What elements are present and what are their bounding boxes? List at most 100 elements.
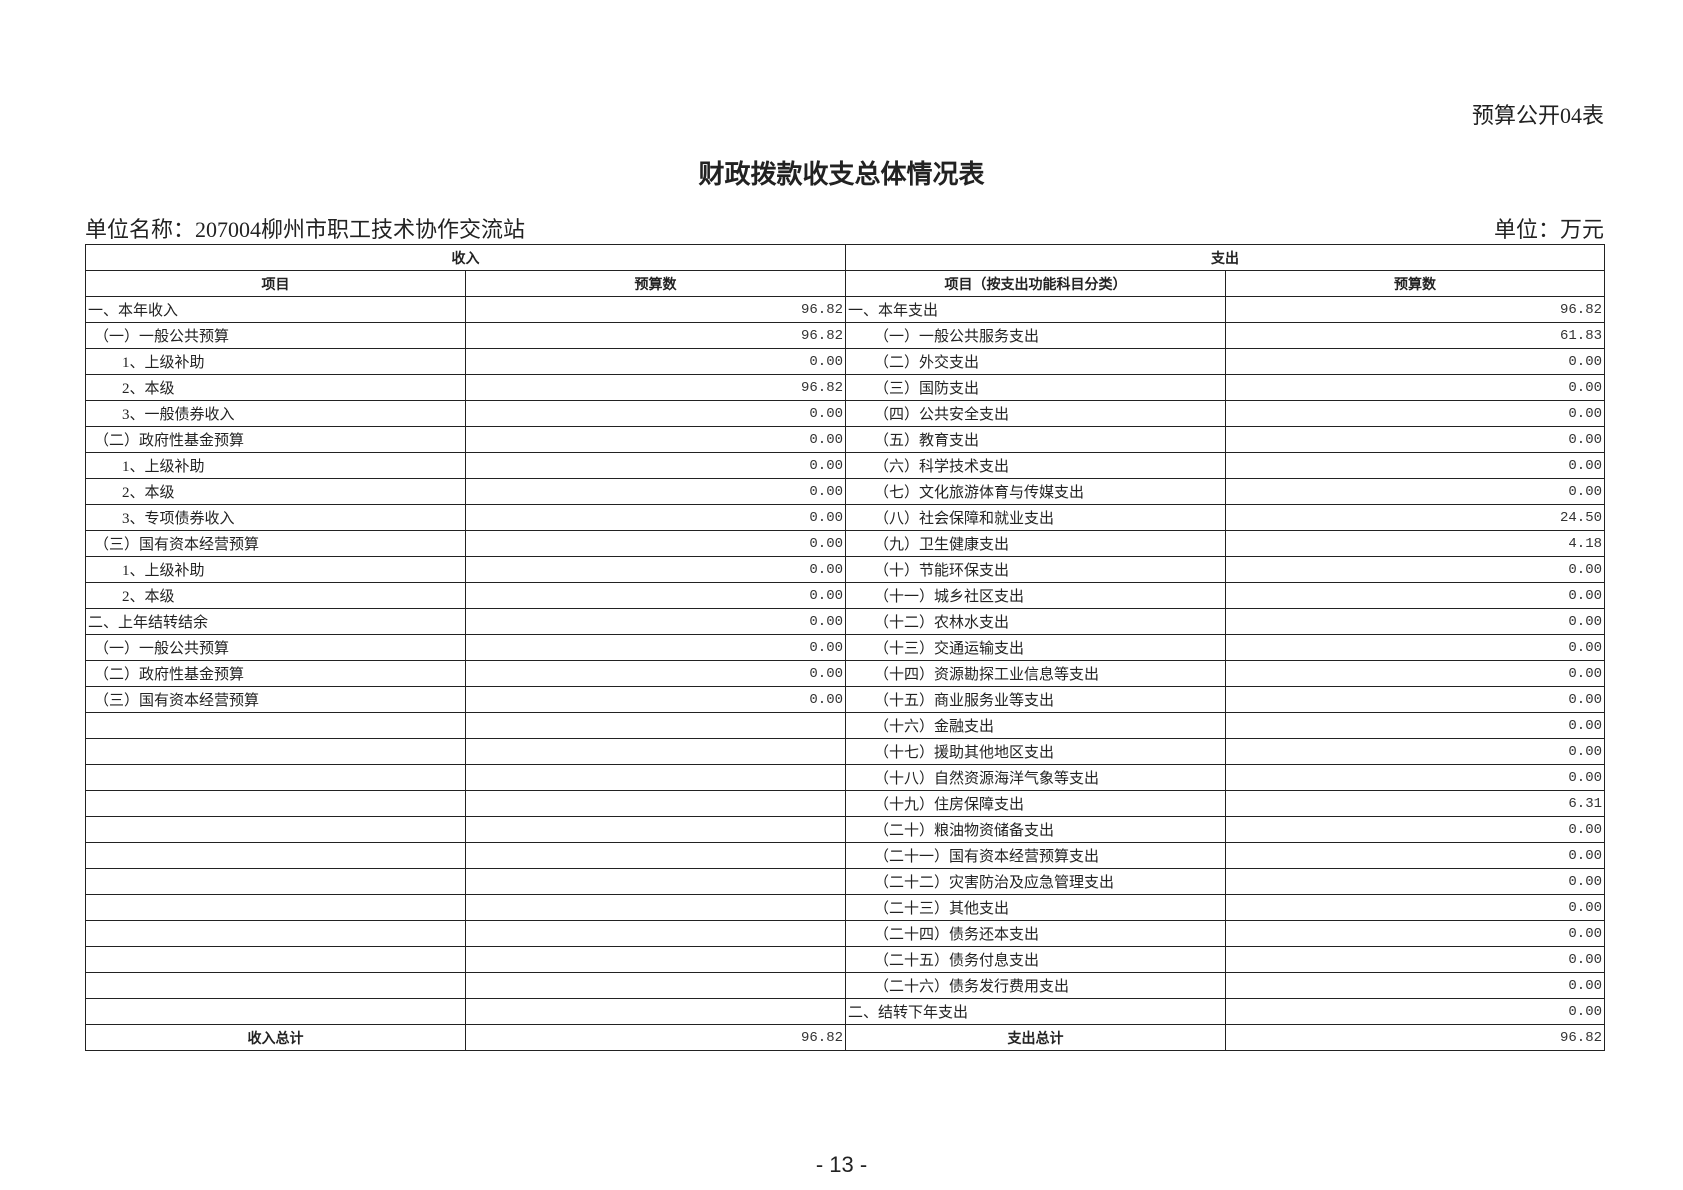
page-number: - 13 -	[815, 1152, 868, 1177]
expense-value: 0.00	[1225, 920, 1605, 947]
expense-value: 0.00	[1225, 608, 1605, 635]
header-row-columns: 项目 预算数 项目（按支出功能科目分类） 预算数	[85, 270, 1605, 297]
income-value	[465, 738, 846, 765]
income-value: 0.00	[465, 634, 846, 661]
expense-value: 0.00	[1225, 686, 1605, 713]
income-value: 96.82	[465, 296, 846, 323]
income-value	[465, 868, 846, 895]
expense-total-label: 支出总计	[845, 1024, 1226, 1051]
expense-value: 0.00	[1225, 894, 1605, 921]
income-item	[85, 764, 466, 791]
income-item: （一）一般公共预算	[85, 322, 466, 349]
table-row: （十七）援助其他地区支出 0.00	[85, 738, 1605, 765]
expense-item: （十三）交通运输支出	[845, 634, 1226, 661]
expense-value: 0.00	[1225, 868, 1605, 895]
expense-item: （十七）援助其他地区支出	[845, 738, 1226, 765]
table-row: （二十三）其他支出 0.00	[85, 894, 1605, 921]
expense-item: （四）公共安全支出	[845, 400, 1226, 427]
expense-value: 0.00	[1225, 738, 1605, 765]
expense-value: 0.00	[1225, 374, 1605, 401]
budget-table: 收入 支出 项目 预算数 项目（按支出功能科目分类） 预算数 一、本年收入 96.…	[85, 244, 1605, 1051]
table-row: （二十二）灾害防治及应急管理支出 0.00	[85, 868, 1605, 895]
income-total-label: 收入总计	[85, 1024, 466, 1051]
expense-value: 0.00	[1225, 478, 1605, 505]
table-row: 2、本级 0.00 （十一）城乡社区支出 0.00	[85, 582, 1605, 609]
income-value	[465, 764, 846, 791]
income-value: 0.00	[465, 582, 846, 609]
table-row: （一）一般公共预算 96.82 （一）一般公共服务支出 61.83	[85, 322, 1605, 349]
income-item: 2、本级	[85, 478, 466, 505]
expense-item: 一、本年支出	[845, 296, 1226, 323]
expense-value: 0.00	[1225, 842, 1605, 869]
income-item: （三）国有资本经营预算	[85, 686, 466, 713]
form-code: 预算公开04表	[1471, 103, 1604, 128]
expense-item: （十二）农林水支出	[845, 608, 1226, 635]
income-value: 0.00	[465, 348, 846, 375]
expense-value: 0.00	[1225, 348, 1605, 375]
income-value: 0.00	[465, 452, 846, 479]
income-item: 1、上级补助	[85, 348, 466, 375]
income-value	[465, 972, 846, 999]
expense-value: 0.00	[1225, 556, 1605, 583]
expense-value: 0.00	[1225, 400, 1605, 427]
income-item	[85, 712, 466, 739]
expense-value: 0.00	[1225, 634, 1605, 661]
expense-value: 0.00	[1225, 582, 1605, 609]
expense-item: （二十六）债务发行费用支出	[845, 972, 1226, 999]
income-item	[85, 790, 466, 817]
table-row: （二十）粮油物资储备支出 0.00	[85, 816, 1605, 843]
income-value: 0.00	[465, 504, 846, 531]
table-row: 1、上级补助 0.00 （二）外交支出 0.00	[85, 348, 1605, 375]
expense-item: （十一）城乡社区支出	[845, 582, 1226, 609]
income-value	[465, 894, 846, 921]
income-item: 一、本年收入	[85, 296, 466, 323]
income-budget-header: 预算数	[465, 270, 846, 297]
expense-item: （二十三）其他支出	[845, 894, 1226, 921]
income-value	[465, 816, 846, 843]
income-item: 2、本级	[85, 374, 466, 401]
unit-name: 单位名称：207004柳州市职工技术协作交流站	[85, 217, 526, 242]
income-item	[85, 972, 466, 999]
income-item-header: 项目	[85, 270, 466, 297]
table-row: 3、一般债券收入 0.00 （四）公共安全支出 0.00	[85, 400, 1605, 427]
table-row: （十九）住房保障支出 6.31	[85, 790, 1605, 817]
table-row: （三）国有资本经营预算 0.00 （十五）商业服务业等支出 0.00	[85, 686, 1605, 713]
table-row: 1、上级补助 0.00 （六）科学技术支出 0.00	[85, 452, 1605, 479]
table-row: （二十五）债务付息支出 0.00	[85, 946, 1605, 973]
page-title: 财政拨款收支总体情况表	[698, 160, 985, 190]
income-item	[85, 998, 466, 1025]
table-row: （十六）金融支出 0.00	[85, 712, 1605, 739]
table-row: 二、上年结转结余 0.00 （十二）农林水支出 0.00	[85, 608, 1605, 635]
expense-value: 0.00	[1225, 426, 1605, 453]
header-row-groups: 收入 支出	[85, 244, 1605, 271]
income-item: 二、上年结转结余	[85, 608, 466, 635]
income-value	[465, 920, 846, 947]
expense-item: （十九）住房保障支出	[845, 790, 1226, 817]
expense-total-value: 96.82	[1225, 1024, 1605, 1051]
income-item: 1、上级补助	[85, 556, 466, 583]
expense-item-header: 项目（按支出功能科目分类）	[845, 270, 1226, 297]
expense-value: 0.00	[1225, 452, 1605, 479]
expense-item: （二十一）国有资本经营预算支出	[845, 842, 1226, 869]
table-row: （二）政府性基金预算 0.00 （五）教育支出 0.00	[85, 426, 1605, 453]
expense-item: （二十）粮油物资储备支出	[845, 816, 1226, 843]
expense-item: （五）教育支出	[845, 426, 1226, 453]
income-item: （二）政府性基金预算	[85, 660, 466, 687]
expense-item: （二十二）灾害防治及应急管理支出	[845, 868, 1226, 895]
table-row: （三）国有资本经营预算 0.00 （九）卫生健康支出 4.18	[85, 530, 1605, 557]
expense-item: （一）一般公共服务支出	[845, 322, 1226, 349]
table-row: 一、本年收入 96.82 一、本年支出 96.82	[85, 296, 1605, 323]
income-item	[85, 894, 466, 921]
expense-budget-header: 预算数	[1225, 270, 1605, 297]
expense-item: （二十四）债务还本支出	[845, 920, 1226, 947]
income-value	[465, 946, 846, 973]
unit-label: 单位：万元	[1493, 217, 1604, 242]
income-value: 0.00	[465, 426, 846, 453]
income-value: 0.00	[465, 530, 846, 557]
expense-value: 96.82	[1225, 296, 1605, 323]
expense-item: （二）外交支出	[845, 348, 1226, 375]
income-value	[465, 712, 846, 739]
expense-value: 0.00	[1225, 764, 1605, 791]
income-item: （一）一般公共预算	[85, 634, 466, 661]
expense-value: 24.50	[1225, 504, 1605, 531]
